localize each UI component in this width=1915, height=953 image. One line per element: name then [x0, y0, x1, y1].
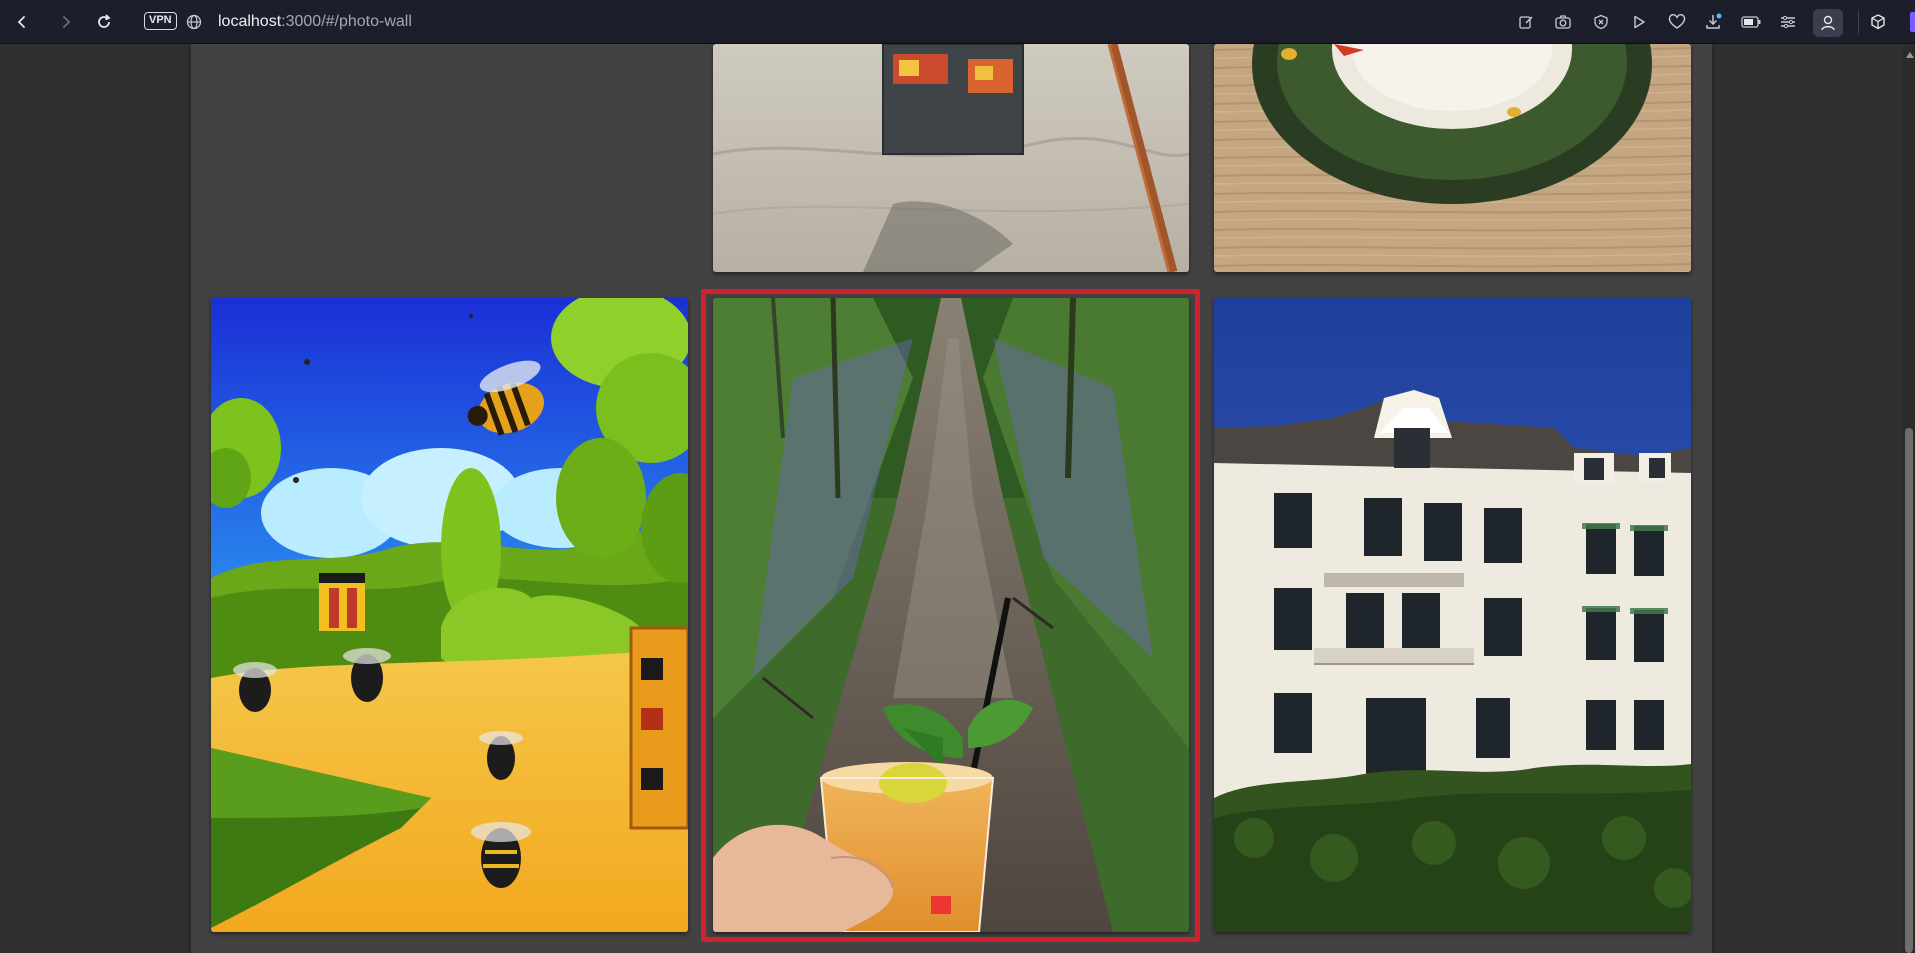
back-icon[interactable]	[12, 12, 32, 32]
selected-photo-highlight	[701, 289, 1200, 942]
scroll-up-arrow-icon[interactable]	[1906, 52, 1914, 58]
vpn-badge[interactable]: VPN	[144, 12, 177, 30]
forward-icon[interactable]	[56, 12, 76, 32]
profile-button[interactable]	[1813, 9, 1843, 37]
wallet-cube-icon[interactable]	[1868, 12, 1888, 32]
battery-icon[interactable]	[1741, 12, 1761, 32]
menu-sliders-icon[interactable]	[1778, 12, 1798, 32]
photo-bees-cartoon[interactable]	[211, 298, 688, 932]
address-bar[interactable]: localhost:3000/#/photo-wall	[218, 13, 412, 31]
person-icon	[1821, 15, 1835, 31]
photo-top-right[interactable]	[1214, 44, 1691, 272]
sidebar-toggle[interactable]	[1910, 12, 1915, 32]
download-icon[interactable]	[1704, 12, 1724, 32]
photo-white-building[interactable]	[1214, 298, 1691, 932]
photo-top-middle[interactable]	[713, 44, 1189, 272]
photo-forest-path-drink[interactable]	[713, 298, 1189, 932]
heart-icon[interactable]	[1667, 12, 1687, 32]
url-host: localhost	[218, 13, 282, 30]
edit-page-icon[interactable]	[1516, 12, 1536, 32]
browser-toolbar: VPN localhost:3000/#/photo-wall	[0, 0, 1915, 44]
url-path: :3000/#/photo-wall	[281, 13, 412, 30]
play-icon[interactable]	[1629, 12, 1649, 32]
scrollbar-thumb[interactable]	[1905, 428, 1913, 953]
camera-icon[interactable]	[1553, 12, 1573, 32]
globe-icon[interactable]	[184, 12, 204, 32]
shield-block-icon[interactable]	[1591, 12, 1611, 32]
reload-icon[interactable]	[94, 12, 114, 32]
toolbar-divider	[1858, 10, 1859, 34]
